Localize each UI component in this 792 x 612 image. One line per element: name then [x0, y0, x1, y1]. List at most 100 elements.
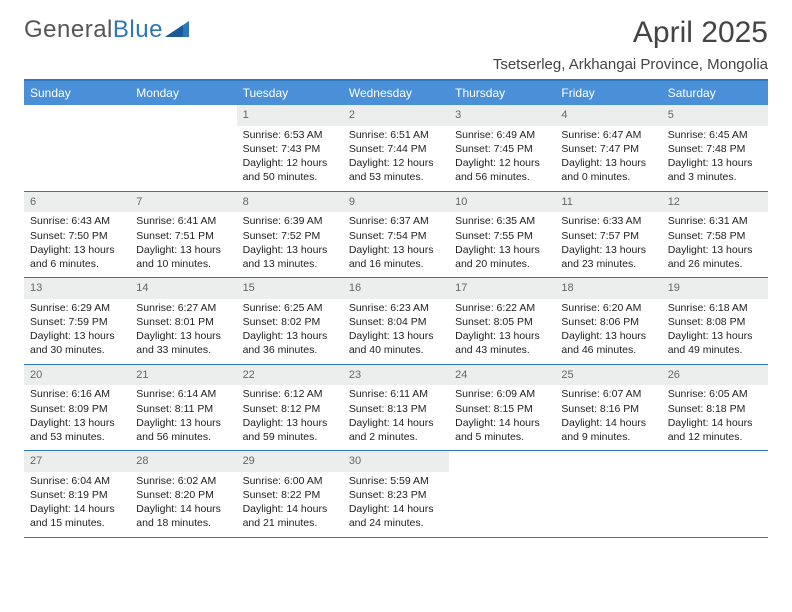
sunset-text: Sunset: 8:23 PM: [349, 488, 443, 502]
sunrise-text: Sunrise: 6:31 AM: [668, 214, 762, 228]
day-cell: 13Sunrise: 6:29 AMSunset: 7:59 PMDayligh…: [24, 278, 130, 364]
logo-icon: [165, 16, 191, 44]
day-number: 19: [662, 278, 768, 299]
dayhead: Saturday: [662, 81, 768, 105]
sunrise-text: Sunrise: 6:00 AM: [243, 474, 337, 488]
sunrise-text: Sunrise: 6:39 AM: [243, 214, 337, 228]
day-body: Sunrise: 6:23 AMSunset: 8:04 PMDaylight:…: [343, 299, 449, 364]
day-cell: 28Sunrise: 6:02 AMSunset: 8:20 PMDayligh…: [130, 451, 236, 537]
daylight-text: Daylight: 13 hours and 53 minutes.: [30, 416, 124, 444]
day-body: Sunrise: 6:53 AMSunset: 7:43 PMDaylight:…: [237, 126, 343, 191]
daylight-text: Daylight: 13 hours and 16 minutes.: [349, 243, 443, 271]
sunrise-text: Sunrise: 6:43 AM: [30, 214, 124, 228]
day-number: 20: [24, 365, 130, 386]
daylight-text: Daylight: 13 hours and 6 minutes.: [30, 243, 124, 271]
day-number: 18: [555, 278, 661, 299]
daylight-text: Daylight: 13 hours and 0 minutes.: [561, 156, 655, 184]
day-cell: 30Sunrise: 5:59 AMSunset: 8:23 PMDayligh…: [343, 451, 449, 537]
day-number: 13: [24, 278, 130, 299]
dayhead: Tuesday: [237, 81, 343, 105]
day-number: [662, 451, 768, 457]
sunrise-text: Sunrise: 6:33 AM: [561, 214, 655, 228]
sunrise-text: Sunrise: 6:02 AM: [136, 474, 230, 488]
day-body: Sunrise: 5:59 AMSunset: 8:23 PMDaylight:…: [343, 472, 449, 537]
day-number: 6: [24, 192, 130, 213]
sunrise-text: Sunrise: 6:09 AM: [455, 387, 549, 401]
day-number: 5: [662, 105, 768, 126]
day-cell: 7Sunrise: 6:41 AMSunset: 7:51 PMDaylight…: [130, 192, 236, 278]
sunrise-text: Sunrise: 5:59 AM: [349, 474, 443, 488]
sunset-text: Sunset: 7:48 PM: [668, 142, 762, 156]
day-number: 4: [555, 105, 661, 126]
sunset-text: Sunset: 8:22 PM: [243, 488, 337, 502]
day-body: Sunrise: 6:27 AMSunset: 8:01 PMDaylight:…: [130, 299, 236, 364]
daylight-text: Daylight: 13 hours and 59 minutes.: [243, 416, 337, 444]
week-row: 6Sunrise: 6:43 AMSunset: 7:50 PMDaylight…: [24, 192, 768, 279]
sunrise-text: Sunrise: 6:25 AM: [243, 301, 337, 315]
day-number: 3: [449, 105, 555, 126]
day-cell: 17Sunrise: 6:22 AMSunset: 8:05 PMDayligh…: [449, 278, 555, 364]
day-cell: [24, 105, 130, 191]
day-number: 21: [130, 365, 236, 386]
sunrise-text: Sunrise: 6:27 AM: [136, 301, 230, 315]
day-cell: 18Sunrise: 6:20 AMSunset: 8:06 PMDayligh…: [555, 278, 661, 364]
sunrise-text: Sunrise: 6:47 AM: [561, 128, 655, 142]
day-number: 23: [343, 365, 449, 386]
day-body: Sunrise: 6:02 AMSunset: 8:20 PMDaylight:…: [130, 472, 236, 537]
day-number: 25: [555, 365, 661, 386]
sunset-text: Sunset: 8:20 PM: [136, 488, 230, 502]
header: GeneralBlue April 2025 Tsetserleg, Arkha…: [24, 16, 768, 73]
dayhead-row: SundayMondayTuesdayWednesdayThursdayFrid…: [24, 81, 768, 105]
day-number: 27: [24, 451, 130, 472]
daylight-text: Daylight: 14 hours and 5 minutes.: [455, 416, 549, 444]
day-body: Sunrise: 6:29 AMSunset: 7:59 PMDaylight:…: [24, 299, 130, 364]
sunrise-text: Sunrise: 6:53 AM: [243, 128, 337, 142]
day-cell: [555, 451, 661, 537]
day-number: 29: [237, 451, 343, 472]
day-cell: 6Sunrise: 6:43 AMSunset: 7:50 PMDaylight…: [24, 192, 130, 278]
day-cell: 10Sunrise: 6:35 AMSunset: 7:55 PMDayligh…: [449, 192, 555, 278]
daylight-text: Daylight: 13 hours and 49 minutes.: [668, 329, 762, 357]
day-body: Sunrise: 6:05 AMSunset: 8:18 PMDaylight:…: [662, 385, 768, 450]
day-body: Sunrise: 6:16 AMSunset: 8:09 PMDaylight:…: [24, 385, 130, 450]
day-cell: 19Sunrise: 6:18 AMSunset: 8:08 PMDayligh…: [662, 278, 768, 364]
day-number: 7: [130, 192, 236, 213]
sunrise-text: Sunrise: 6:35 AM: [455, 214, 549, 228]
daylight-text: Daylight: 13 hours and 33 minutes.: [136, 329, 230, 357]
sunset-text: Sunset: 8:16 PM: [561, 402, 655, 416]
sunrise-text: Sunrise: 6:37 AM: [349, 214, 443, 228]
sunrise-text: Sunrise: 6:12 AM: [243, 387, 337, 401]
day-body: Sunrise: 6:18 AMSunset: 8:08 PMDaylight:…: [662, 299, 768, 364]
sunset-text: Sunset: 7:54 PM: [349, 229, 443, 243]
daylight-text: Daylight: 13 hours and 30 minutes.: [30, 329, 124, 357]
sunrise-text: Sunrise: 6:05 AM: [668, 387, 762, 401]
daylight-text: Daylight: 12 hours and 53 minutes.: [349, 156, 443, 184]
daylight-text: Daylight: 13 hours and 20 minutes.: [455, 243, 549, 271]
daylight-text: Daylight: 12 hours and 56 minutes.: [455, 156, 549, 184]
day-body: Sunrise: 6:22 AMSunset: 8:05 PMDaylight:…: [449, 299, 555, 364]
day-number: [24, 105, 130, 111]
day-cell: 29Sunrise: 6:00 AMSunset: 8:22 PMDayligh…: [237, 451, 343, 537]
day-cell: [662, 451, 768, 537]
day-number: 10: [449, 192, 555, 213]
sunrise-text: Sunrise: 6:41 AM: [136, 214, 230, 228]
day-body: Sunrise: 6:51 AMSunset: 7:44 PMDaylight:…: [343, 126, 449, 191]
daylight-text: Daylight: 14 hours and 24 minutes.: [349, 502, 443, 530]
day-cell: 21Sunrise: 6:14 AMSunset: 8:11 PMDayligh…: [130, 365, 236, 451]
daylight-text: Daylight: 12 hours and 50 minutes.: [243, 156, 337, 184]
day-number: 17: [449, 278, 555, 299]
sunset-text: Sunset: 7:50 PM: [30, 229, 124, 243]
sunset-text: Sunset: 8:11 PM: [136, 402, 230, 416]
day-cell: 8Sunrise: 6:39 AMSunset: 7:52 PMDaylight…: [237, 192, 343, 278]
day-body: Sunrise: 6:20 AMSunset: 8:06 PMDaylight:…: [555, 299, 661, 364]
day-cell: 11Sunrise: 6:33 AMSunset: 7:57 PMDayligh…: [555, 192, 661, 278]
sunset-text: Sunset: 7:55 PM: [455, 229, 549, 243]
sunset-text: Sunset: 8:08 PM: [668, 315, 762, 329]
week-row: 1Sunrise: 6:53 AMSunset: 7:43 PMDaylight…: [24, 105, 768, 192]
dayhead: Sunday: [24, 81, 130, 105]
day-cell: [449, 451, 555, 537]
sunrise-text: Sunrise: 6:49 AM: [455, 128, 549, 142]
sunset-text: Sunset: 7:44 PM: [349, 142, 443, 156]
month-title: April 2025: [493, 16, 768, 50]
day-cell: 3Sunrise: 6:49 AMSunset: 7:45 PMDaylight…: [449, 105, 555, 191]
